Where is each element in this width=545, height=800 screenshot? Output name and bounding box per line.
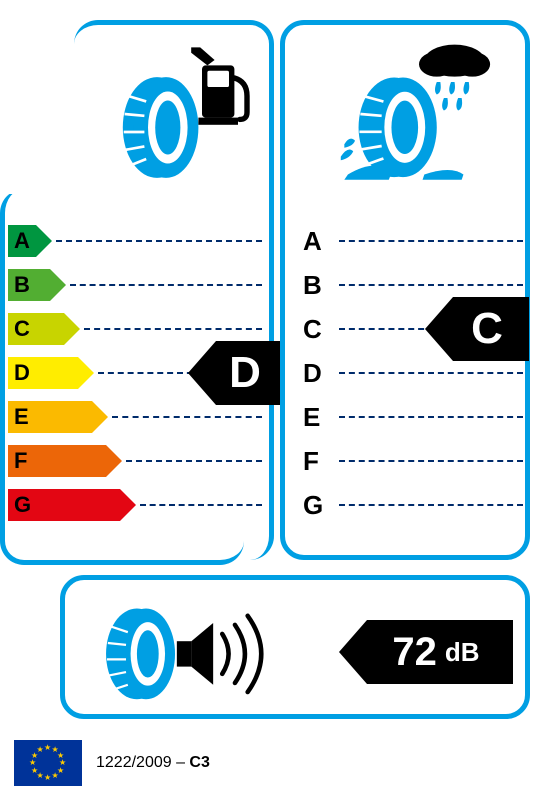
noise-panel: 72 dB [60, 575, 530, 719]
wet-scale-row: G [303, 489, 523, 521]
wet-scale-letter: A [303, 226, 331, 257]
wet-scale-letter: C [303, 314, 331, 345]
fuel-tire-icon [112, 39, 256, 189]
wet-scale-letter: B [303, 270, 331, 301]
footer-text: 1222/2009 – C3 [96, 754, 210, 772]
noise-unit: dB [445, 637, 480, 668]
fuel-scale-row: A [8, 225, 262, 257]
fuel-efficiency-grade-badge: D [188, 341, 282, 405]
fuel-scale-row: F [8, 445, 262, 477]
fuel-scale-letter: F [14, 448, 27, 474]
wet-scale-row: D [303, 357, 523, 389]
noise-tire-icon [95, 594, 275, 712]
wet-scale-letter: F [303, 446, 331, 477]
fuel-scale-letter: B [14, 272, 30, 298]
wet-tire-icon [339, 39, 499, 189]
noise-value-badge: 72 dB [339, 620, 513, 684]
fuel-scale-row: B [8, 269, 262, 301]
fuel-efficiency-grade: D [229, 348, 261, 398]
fuel-scale-letter: D [14, 360, 30, 386]
fuel-scale-letter: E [14, 404, 29, 430]
wet-scale-row: E [303, 401, 523, 433]
wet-scale-letter: G [303, 490, 331, 521]
fuel-scale-row: E [8, 401, 262, 433]
wet-scale-letter: E [303, 402, 331, 433]
noise-value: 72 [392, 630, 437, 675]
fuel-efficiency-panel: ABCDEFG D [74, 20, 274, 560]
fuel-scale-letter: A [14, 228, 30, 254]
wet-grip-grade-badge: C [425, 297, 529, 361]
fuel-scale-letter: C [14, 316, 30, 342]
wet-scale-letter: D [303, 358, 331, 389]
wet-scale-row: F [303, 445, 523, 477]
wet-grip-grade: C [471, 304, 503, 354]
fuel-scale-letter: G [14, 492, 31, 518]
regulation-number: 1222/2009 – [96, 754, 189, 771]
eu-flag-icon: ★★★★★★★★★★★★ [14, 740, 82, 786]
fuel-scale-row: G [8, 489, 262, 521]
footer: ★★★★★★★★★★★★ 1222/2009 – C3 [14, 740, 210, 786]
wet-grip-panel: ABCDEFG C [280, 20, 530, 560]
wet-scale-row: A [303, 225, 523, 257]
tyre-class: C3 [189, 754, 209, 771]
